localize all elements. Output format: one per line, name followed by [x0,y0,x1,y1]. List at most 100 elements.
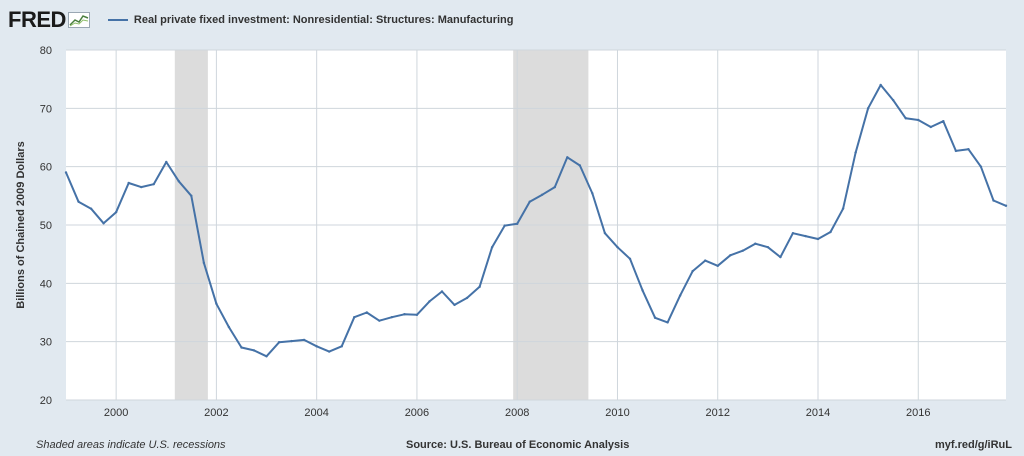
data-point[interactable] [841,207,845,210]
data-point[interactable] [603,231,607,235]
x-tick-label: 2016 [906,407,930,419]
data-point[interactable] [328,350,331,353]
data-point[interactable] [879,83,882,87]
fred-logo[interactable]: FRED [8,7,66,32]
data-point[interactable] [340,345,343,348]
data-point[interactable] [653,316,657,319]
x-tick-label: 2012 [705,407,729,419]
data-point[interactable] [378,319,381,322]
data-point[interactable] [929,125,932,129]
data-point[interactable] [616,245,619,249]
data-point[interactable] [829,230,832,234]
data-point[interactable] [503,224,506,227]
data-point[interactable] [704,259,707,262]
data-point[interactable] [904,117,907,120]
data-point[interactable] [942,119,945,123]
data-point[interactable] [641,289,644,292]
data-point[interactable] [77,200,80,203]
legend[interactable]: Real private fixed investment: Nonreside… [107,14,514,26]
data-point[interactable] [866,107,870,110]
data-point[interactable] [992,199,995,202]
data-point[interactable] [152,182,155,186]
data-point[interactable] [816,237,820,241]
data-point[interactable] [754,242,757,245]
data-point[interactable] [227,325,231,329]
data-point[interactable] [265,355,268,358]
data-point[interactable] [190,194,193,198]
data-point[interactable] [453,303,456,307]
x-tick-label: 2004 [304,407,328,419]
data-point[interactable] [277,341,281,344]
data-point[interactable] [804,234,807,238]
x-tick-label: 2000 [104,407,128,419]
data-point[interactable] [1004,204,1008,207]
data-point[interactable] [177,180,180,183]
data-point[interactable] [478,285,481,289]
fred-logo-graph-icon [67,12,90,28]
data-point[interactable] [967,147,970,151]
data-point[interactable] [240,346,243,349]
legend-swatch [107,19,128,21]
data-point[interactable] [302,338,306,342]
data-point[interactable] [541,193,544,196]
data-point[interactable] [165,160,168,164]
series-line[interactable] [65,84,1007,358]
data-point[interactable] [215,302,218,305]
y-tick-label: 30 [40,337,52,349]
data-point[interactable] [465,296,469,300]
data-point[interactable] [691,269,694,273]
data-point[interactable] [716,264,719,268]
data-point[interactable] [490,245,494,249]
source-note: Source: U.S. Bureau of Economic Analysis [406,439,630,451]
data-point[interactable] [566,156,569,159]
data-point[interactable] [415,313,419,317]
y-tick-label: 40 [40,278,52,290]
data-point[interactable] [666,321,669,324]
data-point[interactable] [252,349,256,352]
line-chart[interactable]: 20 30 40 50 60 70 80 2000 2002 2004 2006 2008 2010 2… [0,36,1024,436]
data-point[interactable] [892,98,895,102]
x-tick-label: 2010 [605,407,629,419]
data-point[interactable] [127,181,130,185]
data-point[interactable] [578,164,582,167]
data-point[interactable] [140,185,143,189]
data-point[interactable] [854,151,857,154]
y-tick-label: 60 [40,162,52,174]
data-point[interactable] [290,339,293,343]
y-tick-label: 70 [40,103,52,115]
data-point[interactable] [628,257,632,261]
y-tick-label: 20 [40,395,52,407]
data-point[interactable] [979,165,983,168]
data-point[interactable] [64,171,68,174]
data-point[interactable] [202,261,206,265]
data-point[interactable] [553,185,556,189]
data-point[interactable] [678,294,682,297]
legend-series-label: Real private fixed investment: Nonreside… [133,14,514,26]
y-tick-label: 50 [40,220,52,232]
data-point[interactable] [779,255,782,259]
data-point[interactable] [353,315,356,319]
data-point[interactable] [102,222,105,225]
data-point[interactable] [114,210,118,214]
data-point[interactable] [528,200,531,203]
data-point[interactable] [390,315,394,319]
data-point[interactable] [766,245,770,249]
y-tick-label: 80 [40,45,52,57]
data-point[interactable] [440,290,444,293]
data-point[interactable] [315,345,318,348]
data-point[interactable] [365,311,368,314]
data-point[interactable] [741,249,744,252]
data-point[interactable] [954,149,958,153]
data-point[interactable] [791,231,795,235]
data-point[interactable] [89,207,93,210]
data-point[interactable] [591,192,594,195]
data-point[interactable] [729,254,732,257]
data-point[interactable] [917,118,920,122]
y-axis-label: Billions of Chained 2009 Dollars [15,141,27,309]
short-link[interactable]: myf.red/g/iRuL [934,439,1012,451]
data-point[interactable] [516,222,519,226]
data-point[interactable] [428,300,431,303]
data-point[interactable] [403,313,406,316]
x-tick-label: 2006 [405,407,429,419]
plot-area: 20 30 40 50 60 70 80 2000 2002 2004 2006 2008 2010 2… [0,36,1024,436]
